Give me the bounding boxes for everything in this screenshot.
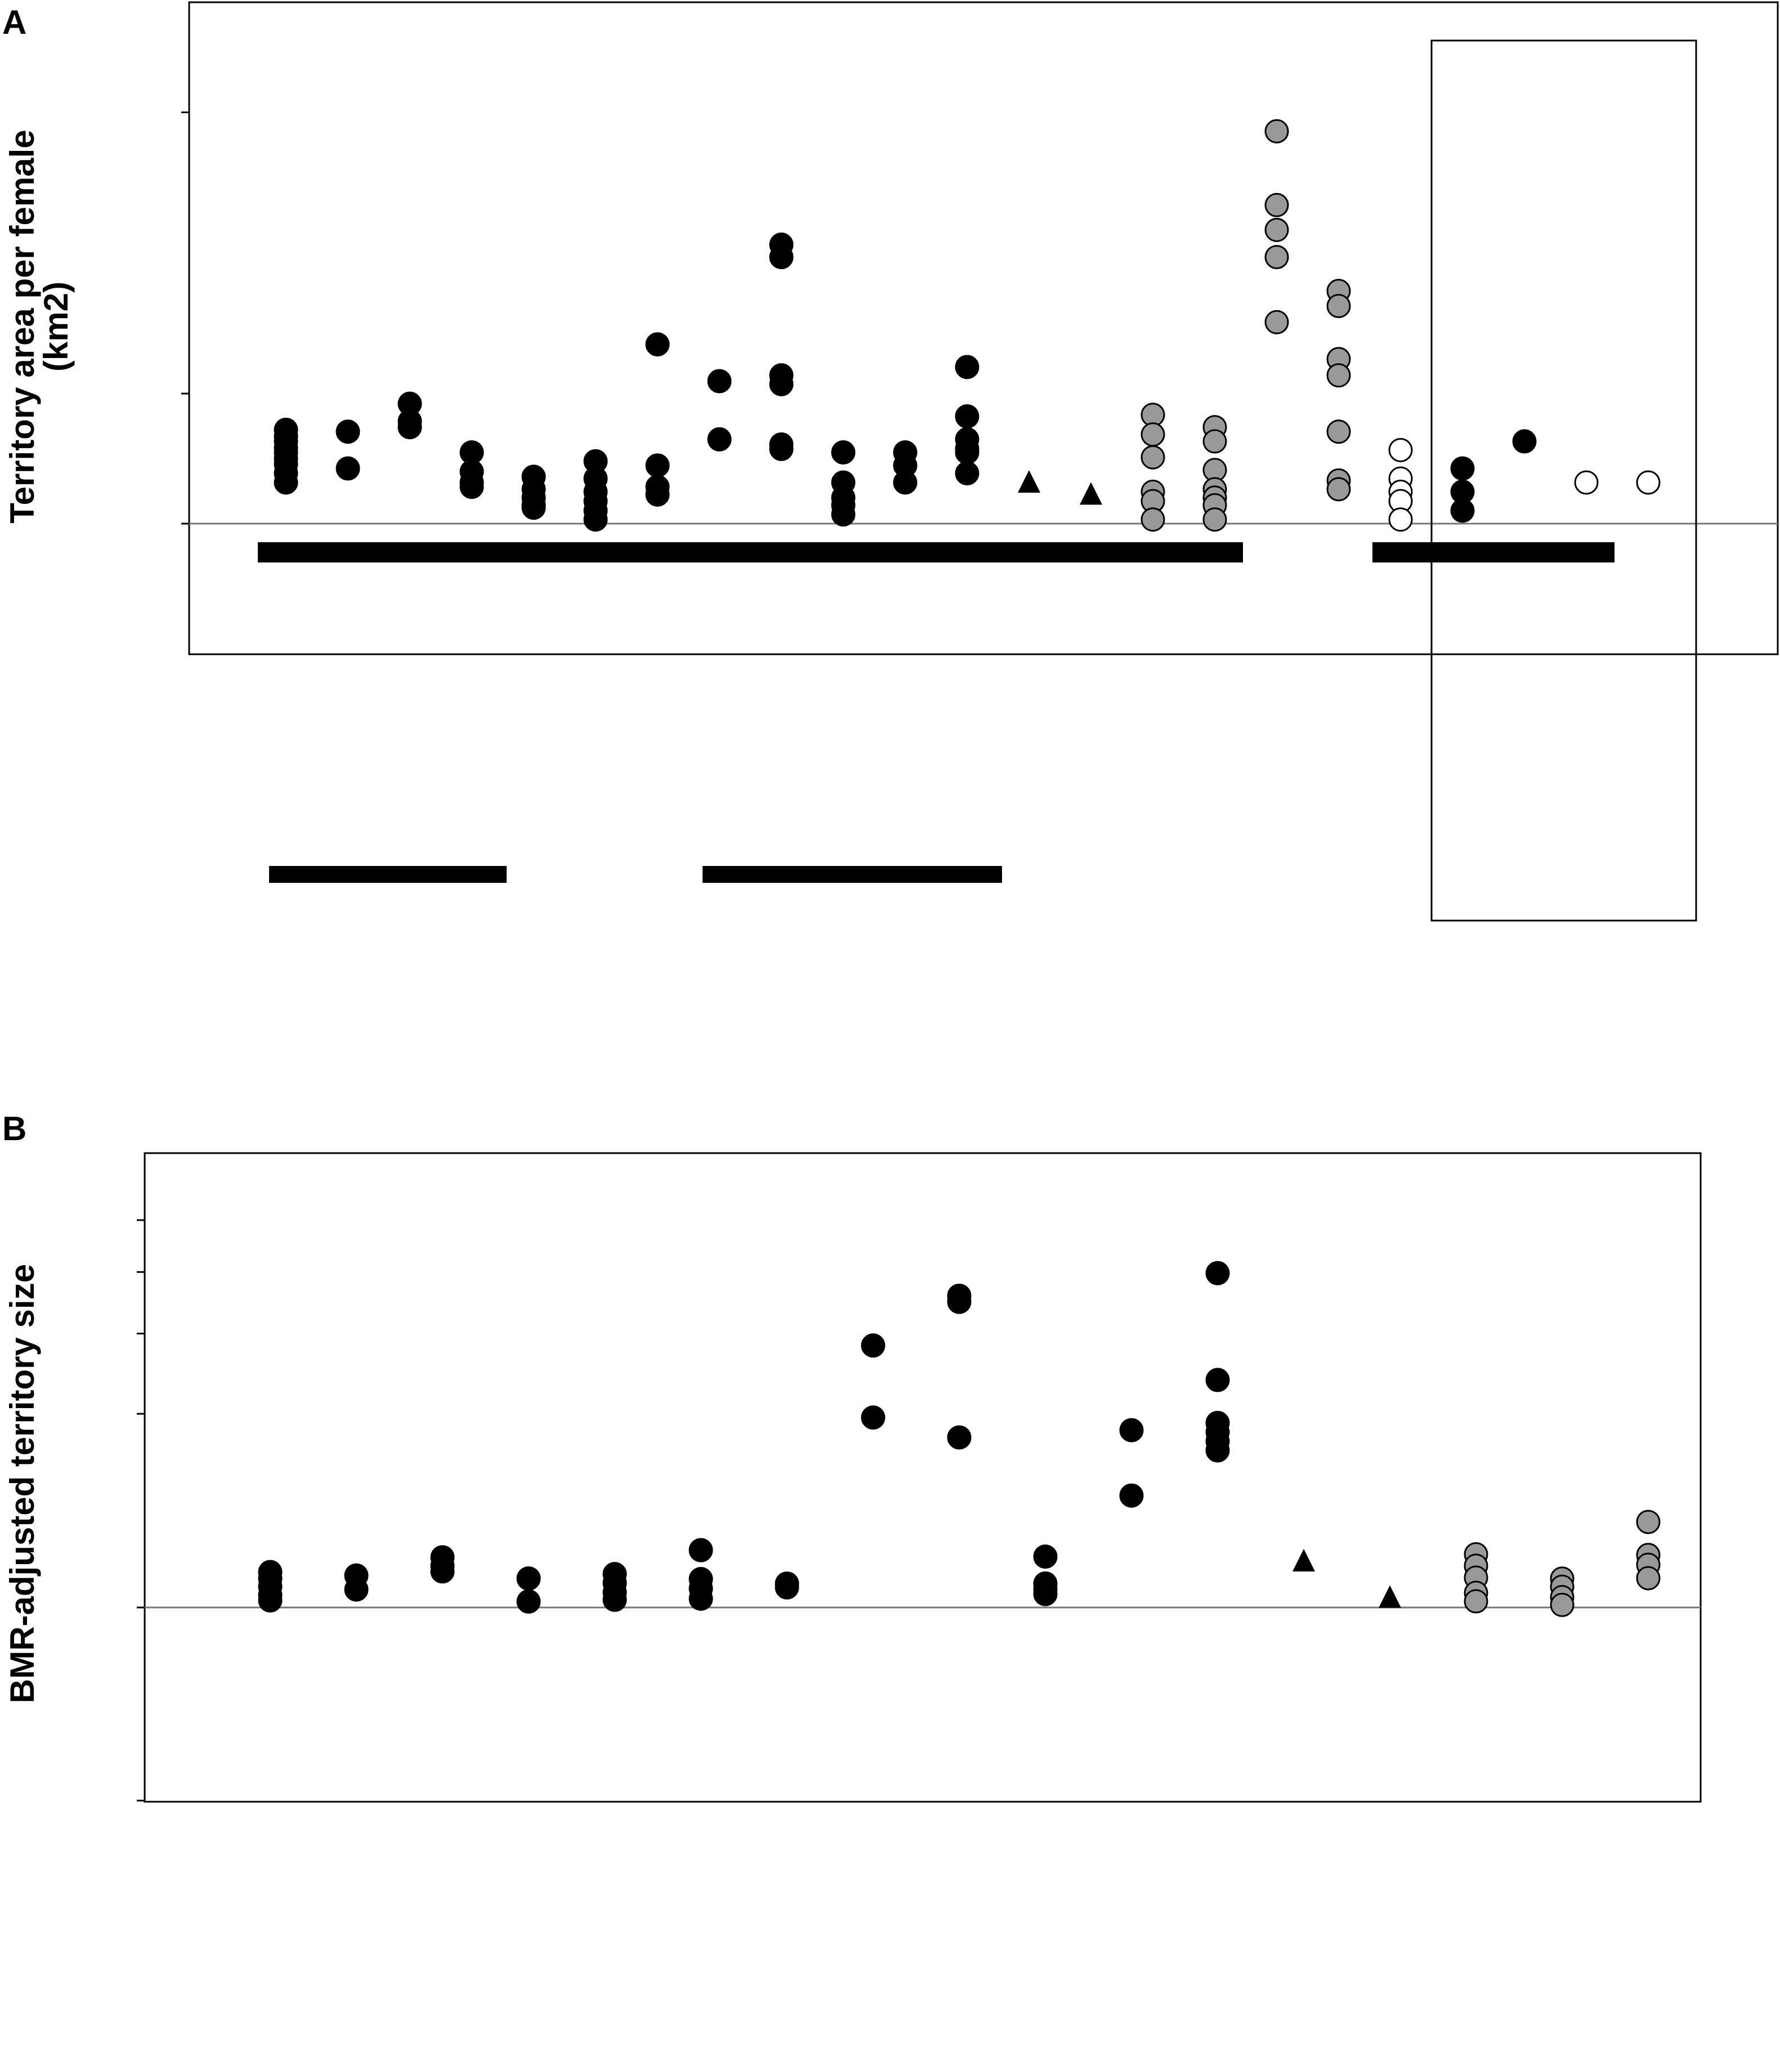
data-point-saguinus xyxy=(955,461,980,486)
data-point-mico xyxy=(893,470,918,495)
data-point-hoolock xyxy=(336,419,360,444)
data-point-callicebus xyxy=(688,1538,713,1562)
data-point-syndactylus xyxy=(516,1566,541,1591)
data-point-mico xyxy=(1119,1483,1144,1508)
data-point-nomascus xyxy=(397,415,422,440)
data-point-gorilla xyxy=(1636,1510,1661,1534)
ungulates-box xyxy=(1430,39,1697,922)
data-point-colobus xyxy=(1202,507,1227,532)
data-point-lepilemur xyxy=(1292,1549,1315,1572)
y-axis-title-a-line1: Territory area per female xyxy=(3,130,41,523)
data-point-mico xyxy=(1119,1418,1144,1443)
bars-a xyxy=(258,542,1614,883)
y-axis-title-b: BMR-adjusted territory size xyxy=(3,1264,41,1703)
data-point-pithecia xyxy=(775,1575,799,1600)
data-point-saguinus xyxy=(955,355,980,379)
data-point-hylobates xyxy=(274,470,298,495)
data-point-callithrix xyxy=(1033,1582,1058,1606)
data-point-strepsirrhines xyxy=(1388,437,1413,462)
data-point-papio xyxy=(1326,293,1351,318)
data-point-leontopithecus xyxy=(769,436,794,461)
data-point-callithrix xyxy=(1033,1544,1058,1569)
data-point-strepsirrhines xyxy=(1388,507,1413,532)
data-point-gorilla xyxy=(1636,1566,1661,1591)
data-point-leontopithecus xyxy=(769,372,794,396)
data-point-colobus xyxy=(1202,429,1227,454)
data-point-cercopithecus xyxy=(1141,507,1165,532)
data-point-oreotragus xyxy=(1450,456,1475,481)
data-point-gorilla xyxy=(1264,217,1289,242)
data-point-leontopithecus xyxy=(947,1425,972,1450)
data-point-pithecia xyxy=(645,453,670,478)
data-point-callimico xyxy=(707,369,732,394)
data-point-aotus xyxy=(521,495,546,520)
data-point-phaner xyxy=(1080,482,1102,505)
data-point-callicebus xyxy=(583,507,608,532)
points-b xyxy=(258,1261,1661,1617)
data-point-pithecia xyxy=(645,332,670,357)
data-point-ourebia xyxy=(1512,429,1537,454)
data-point-saguinus xyxy=(1205,1368,1230,1392)
data-point-papio xyxy=(1326,363,1351,388)
data-point-colobus xyxy=(1550,1592,1575,1617)
data-point-saguinus xyxy=(1205,1438,1230,1463)
panel-a: A Territory area per female (km2) xyxy=(2,1,1779,922)
data-point-callithrix xyxy=(831,502,856,527)
data-point-cercopithecus xyxy=(1141,445,1165,470)
data-point-papio xyxy=(1326,419,1351,444)
points-a xyxy=(274,119,1661,532)
plot-frame-a xyxy=(188,1,1779,655)
data-point-capra xyxy=(1636,470,1661,495)
data-point-cercopithecus xyxy=(1141,422,1165,447)
data-point-gorilla xyxy=(1264,310,1289,334)
data-point-hoolock xyxy=(344,1577,369,1602)
data-point-leontopithecus xyxy=(769,245,794,270)
territorial-bar xyxy=(1372,542,1614,562)
data-point-syndactylus xyxy=(459,475,484,499)
data-point-cercopithecus xyxy=(1464,1589,1488,1614)
data-point-oreotragus xyxy=(1450,498,1475,523)
data-point-pithecia xyxy=(645,482,670,507)
territorial-bar xyxy=(258,542,1243,562)
data-point-gorilla xyxy=(1264,193,1289,217)
data-point-callicebus xyxy=(688,1586,713,1611)
data-point-muntjac xyxy=(1574,470,1599,495)
y-axis-ticks-b xyxy=(137,1219,1701,1802)
panel-label-a: A xyxy=(2,3,26,41)
data-point-saguinus xyxy=(955,440,980,465)
data-point-hylobates xyxy=(258,1588,283,1613)
y-axis-title-a-line2: (km2) xyxy=(37,282,75,372)
data-point-aotus xyxy=(602,1587,627,1612)
y-axis-ticks-a xyxy=(181,111,1778,525)
data-point-lepilemur xyxy=(1018,470,1040,493)
group-bar-callitrichids xyxy=(703,866,1002,883)
data-point-callimico xyxy=(707,427,732,452)
data-point-syndactylus xyxy=(516,1589,541,1614)
data-point-saguinus xyxy=(955,404,980,429)
data-point-nomascus xyxy=(430,1559,455,1584)
data-point-phaner xyxy=(1379,1585,1401,1608)
data-point-papio xyxy=(1326,477,1351,502)
data-point-gorilla xyxy=(1264,119,1289,144)
plot-frame-b xyxy=(144,1152,1702,1803)
panel-label-b: B xyxy=(2,1110,26,1147)
panel-b: B BMR-adjusted territory size xyxy=(2,1110,1702,1803)
data-point-callimico xyxy=(861,1333,885,1358)
data-point-callithrix xyxy=(831,440,856,465)
data-point-saguinus xyxy=(1205,1261,1230,1285)
group-bar-hylobatids xyxy=(269,866,507,883)
data-point-leontopithecus xyxy=(947,1289,972,1314)
ungulates-box-frame xyxy=(1430,39,1697,922)
data-point-callimico xyxy=(861,1405,885,1430)
data-point-hoolock xyxy=(336,456,360,481)
data-point-gorilla xyxy=(1264,245,1289,270)
